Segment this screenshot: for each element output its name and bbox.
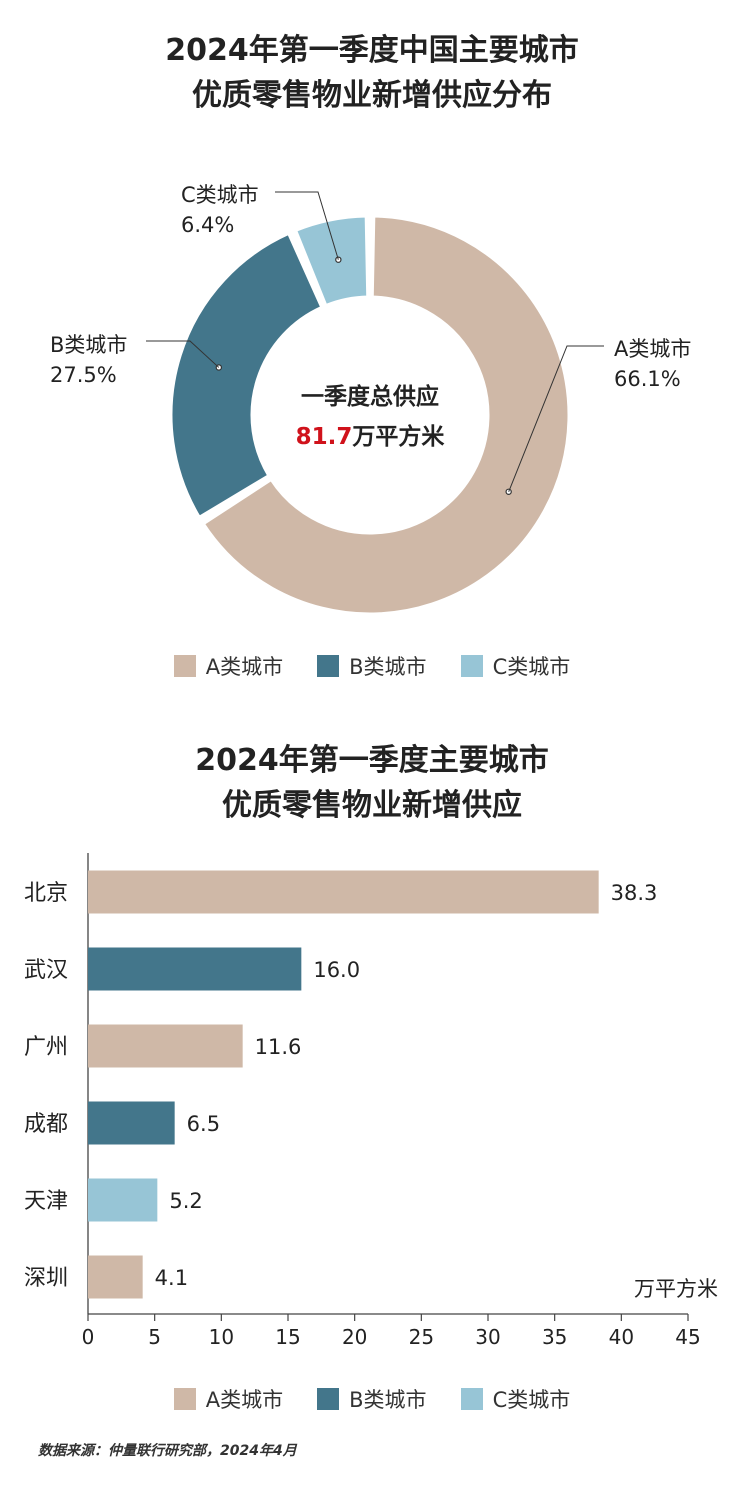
x-tick-label: 25 (409, 1325, 434, 1349)
x-tick-label: 20 (342, 1325, 367, 1349)
legend-label-c: C类城市 (492, 1388, 571, 1412)
legend-item-a: A类城市 (173, 1384, 284, 1414)
slice-value-b: 27.5% (50, 363, 117, 387)
legend-swatch-b (317, 655, 340, 677)
legend-label-a: A类城市 (205, 655, 284, 679)
bar-value-label: 6.5 (187, 1112, 220, 1136)
legend-item-c: C类城市 (460, 651, 571, 681)
bar-5 (88, 1178, 158, 1222)
x-tick-label: 10 (209, 1325, 234, 1349)
bar-6 (88, 1255, 143, 1299)
bar-value-label: 11.6 (255, 1035, 302, 1059)
bar-value-labels: 38.3 16.0 11.6 6.5 5.2 4.1 (155, 881, 658, 1290)
x-tick-label: 30 (475, 1325, 500, 1349)
bar-axes (87, 853, 688, 1315)
donut-chart: A类城市 66.1% B类城市 27.5% C类城市 6.4% 一季度总供应 81.7万平… (50, 183, 691, 616)
leader-line-c (275, 191, 339, 260)
donut-center-value: 81.7 (296, 424, 353, 450)
bar-value-label: 38.3 (611, 881, 658, 905)
bar-unit-label: 万平方米 (634, 1277, 718, 1301)
donut-leader-lines (146, 191, 604, 495)
legend-label-a: A类城市 (205, 1388, 284, 1412)
x-tick-label: 5 (148, 1325, 161, 1349)
donut-slice-b (169, 231, 324, 520)
bar-3 (88, 1024, 243, 1068)
bar-category-label: 深圳 (24, 1266, 68, 1291)
bar-category-label: 广州 (24, 1035, 68, 1060)
donut-center-label: 一季度总供应 (301, 383, 439, 410)
legend-item-c: C类城市 (460, 1384, 571, 1414)
bar-category-label: 武汉 (24, 958, 68, 983)
donut-slice-labels: A类城市 66.1% B类城市 27.5% C类城市 6.4% (50, 183, 691, 391)
legend-item-b: B类城市 (317, 1384, 427, 1414)
donut-center-unit: 万平方米 (352, 423, 445, 450)
data-source-note: 数据来源：仲量联行研究部，2024年4月 (38, 1443, 297, 1459)
bar-category-label: 北京 (24, 881, 68, 906)
bar-2 (88, 947, 302, 991)
donut-legend: A类城市 B类城市 C类城市 (0, 651, 744, 681)
legend-label-b: B类城市 (349, 1388, 427, 1412)
donut-slices (169, 214, 571, 616)
donut-chart-title: 2024年第一季度中国主要城市 优质零售物业新增供应分布 (0, 28, 744, 118)
donut-title-line2: 优质零售物业新增供应分布 (192, 78, 552, 113)
bar-category-label: 天津 (24, 1189, 68, 1214)
x-tick-label: 40 (609, 1325, 634, 1349)
legend-swatch-c (460, 1388, 483, 1410)
bar-title-line1: 2024年第一季度主要城市 (195, 743, 549, 778)
bar-x-ticks: 0 5 10 15 20 25 30 35 40 45 (82, 1314, 701, 1349)
x-tick-label: 45 (675, 1325, 700, 1349)
donut-title-line1: 2024年第一季度中国主要城市 (165, 33, 579, 68)
bar-legend: A类城市 B类城市 C类城市 (0, 1384, 744, 1414)
x-tick-label: 15 (275, 1325, 300, 1349)
bar-value-label: 4.1 (155, 1266, 188, 1290)
bar-value-label: 16.0 (313, 958, 360, 982)
bar-1 (88, 870, 599, 914)
slice-value-c: 6.4% (181, 213, 234, 237)
donut-center-total: 81.7万平方米 (296, 423, 446, 450)
slice-label-c: C类城市 (181, 183, 259, 207)
bar-4 (88, 1101, 175, 1145)
leader-line-b (146, 340, 220, 368)
legend-item-b: B类城市 (317, 651, 427, 681)
legend-swatch-a (173, 655, 196, 677)
slice-value-a: 66.1% (614, 367, 681, 391)
leader-line-a (508, 345, 604, 492)
slice-label-a: A类城市 (614, 337, 691, 361)
bar-value-label: 5.2 (169, 1189, 202, 1213)
legend-item-a: A类城市 (173, 651, 284, 681)
legend-swatch-c (460, 655, 483, 677)
x-tick-label: 35 (542, 1325, 567, 1349)
donut-slice-c (293, 214, 370, 308)
legend-label-c: C类城市 (492, 655, 571, 679)
bar-chart-title: 2024年第一季度主要城市 优质零售物业新增供应 (0, 738, 744, 828)
bar-rects (88, 870, 599, 1299)
x-tick-label: 0 (82, 1325, 95, 1349)
bar-category-label: 成都 (24, 1112, 68, 1137)
slice-label-b: B类城市 (50, 333, 127, 357)
legend-label-b: B类城市 (349, 655, 427, 679)
donut-slice-a (201, 214, 571, 616)
legend-swatch-b (317, 1388, 340, 1410)
legend-swatch-a (173, 1388, 196, 1410)
bar-title-line2: 优质零售物业新增供应 (222, 788, 522, 823)
